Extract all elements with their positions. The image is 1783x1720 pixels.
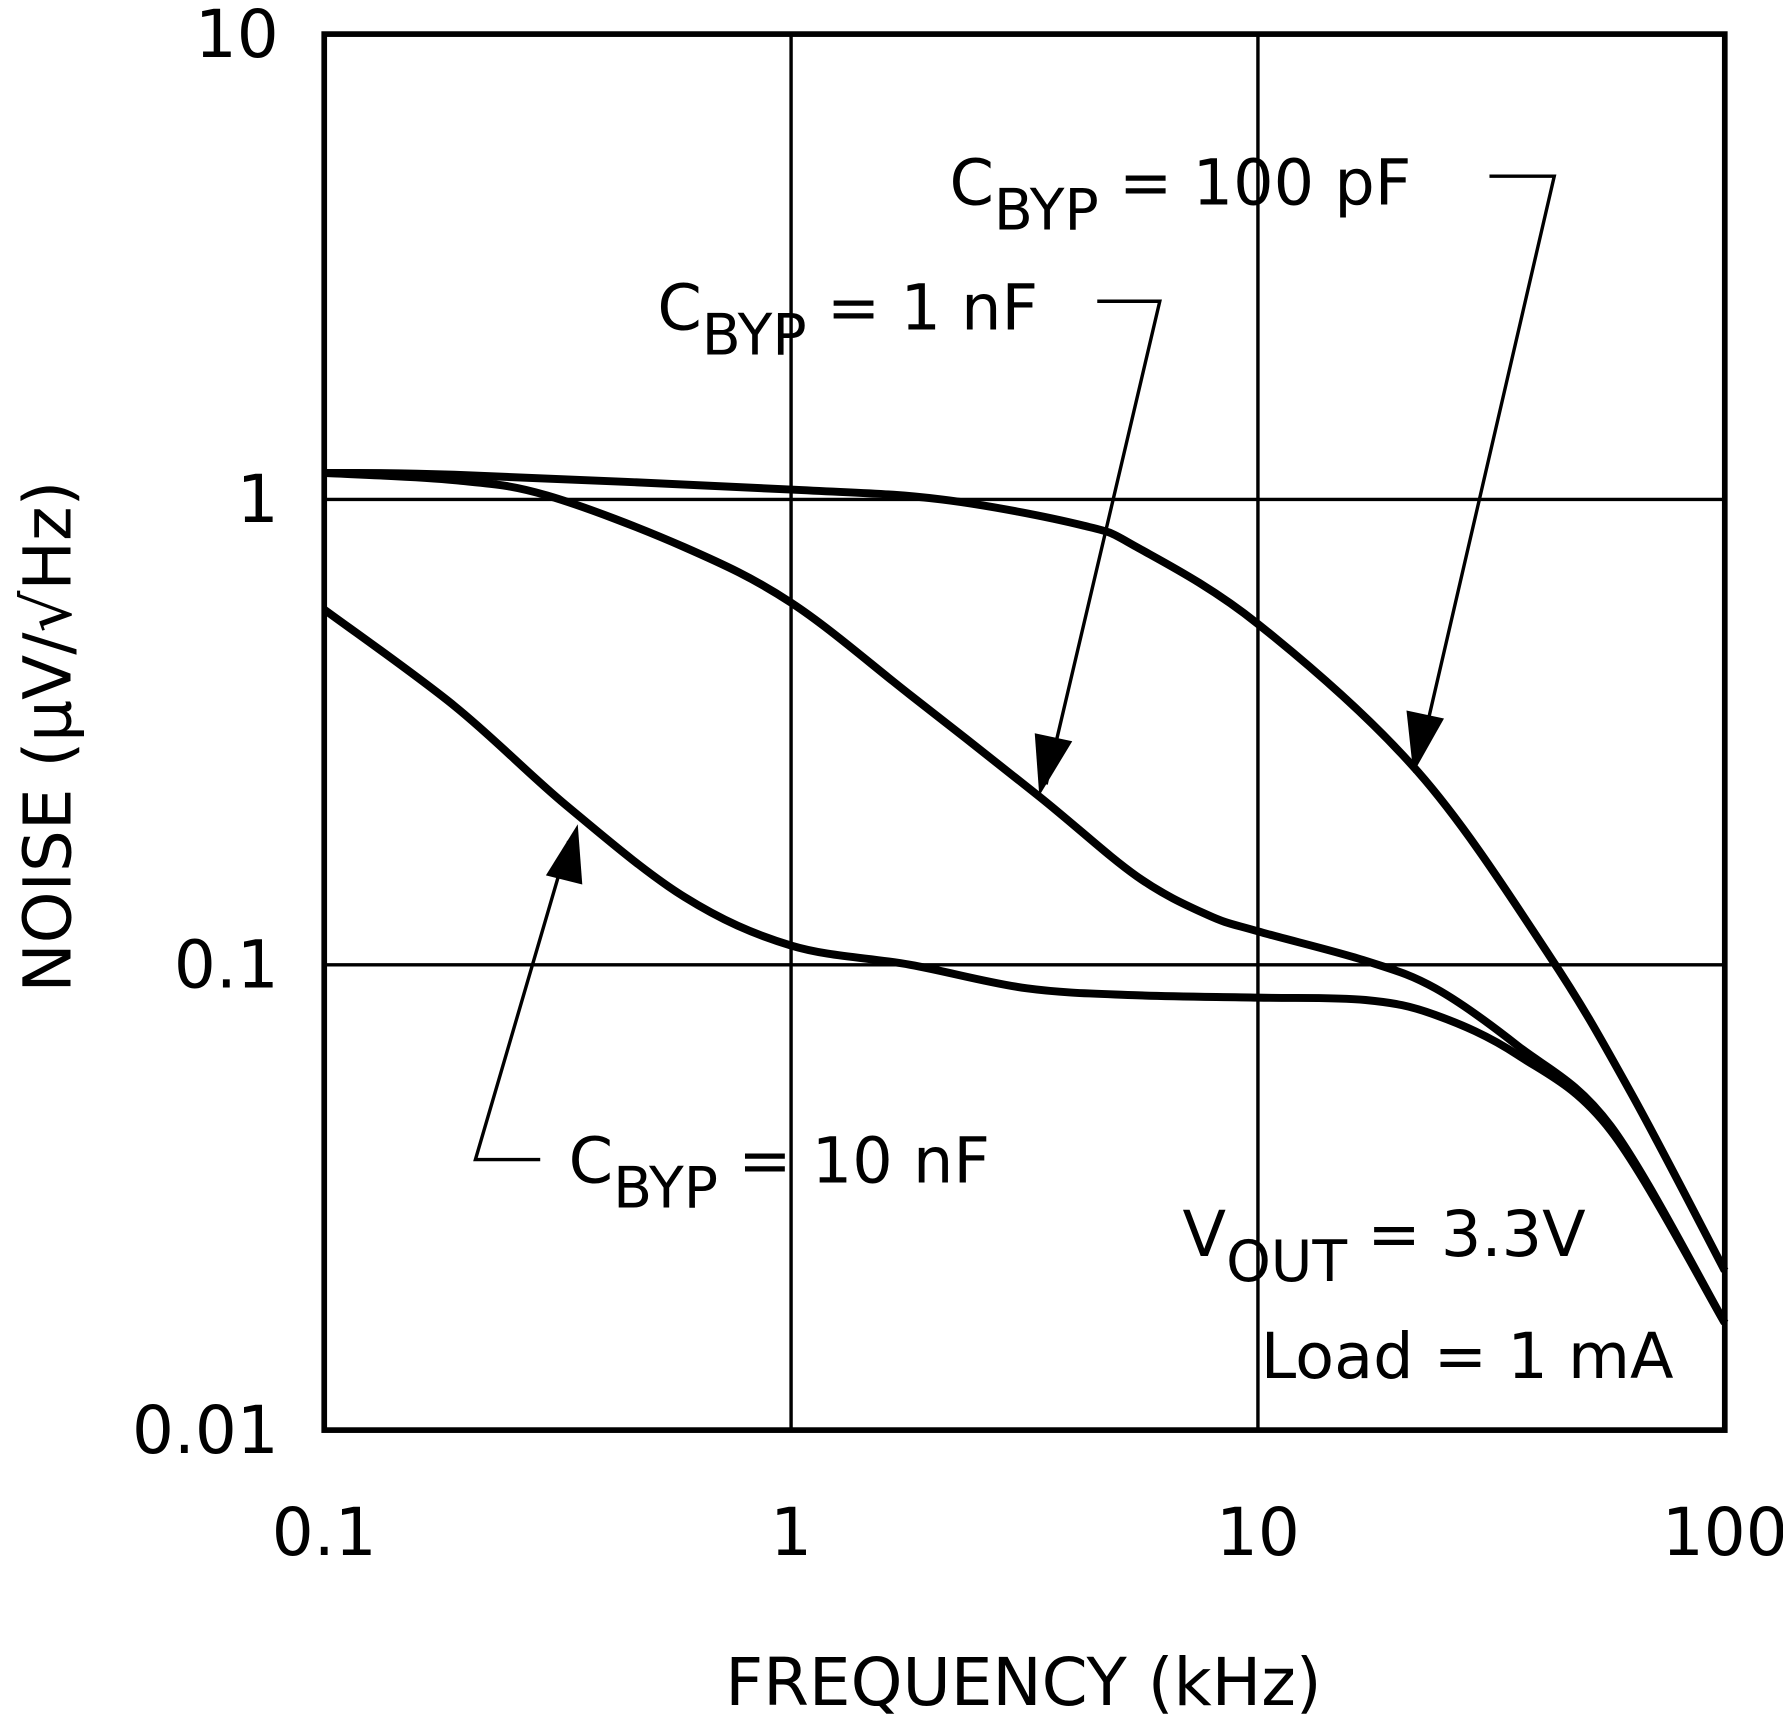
plot-frame <box>321 31 1728 1433</box>
arrow-10nf <box>473 840 571 1162</box>
annotation-100pf: CBYP = 100 pF <box>949 147 1411 244</box>
x-axis-label: FREQUENCY (kHz) <box>725 1644 1321 1720</box>
series-line-2 <box>321 606 1729 1325</box>
arrow-1nf <box>1044 299 1162 785</box>
series-line-1 <box>324 468 1729 1325</box>
y-tick-label: 0.01 <box>132 1392 279 1469</box>
y-tick-label: 0.1 <box>174 927 279 1004</box>
y-tick-label: 10 <box>195 0 279 73</box>
curves <box>321 468 1729 1325</box>
annotation-10nf: CBYP = 10 nF <box>569 1124 990 1221</box>
arrow-100pf <box>1419 174 1557 751</box>
arrowheads <box>545 710 1444 885</box>
x-tick-label: 0.1 <box>272 1494 377 1571</box>
x-tick-label: 10 <box>1216 1494 1300 1571</box>
annotation-vout: VOUT = 3.3V <box>1183 1198 1587 1295</box>
y-tick-label: 1 <box>237 461 279 538</box>
annotation-1nf: CBYP = 1 nF <box>657 272 1038 369</box>
tick-labels: 0.1 1 10 100 0.01 0.1 1 10 <box>132 0 1783 1571</box>
annotation-load: Load = 1 mA <box>1261 1320 1674 1394</box>
series-line-0 <box>324 468 1729 1273</box>
annotation-arrows <box>473 174 1557 1162</box>
arrowhead-icon <box>545 824 583 885</box>
x-tick-label: 100 <box>1662 1494 1783 1571</box>
arrowhead-icon <box>1406 710 1444 774</box>
y-axis-label: NOISE (μV/√Hz) <box>10 481 87 993</box>
x-tick-label: 1 <box>770 1494 812 1571</box>
arrowhead-icon <box>1034 733 1073 796</box>
